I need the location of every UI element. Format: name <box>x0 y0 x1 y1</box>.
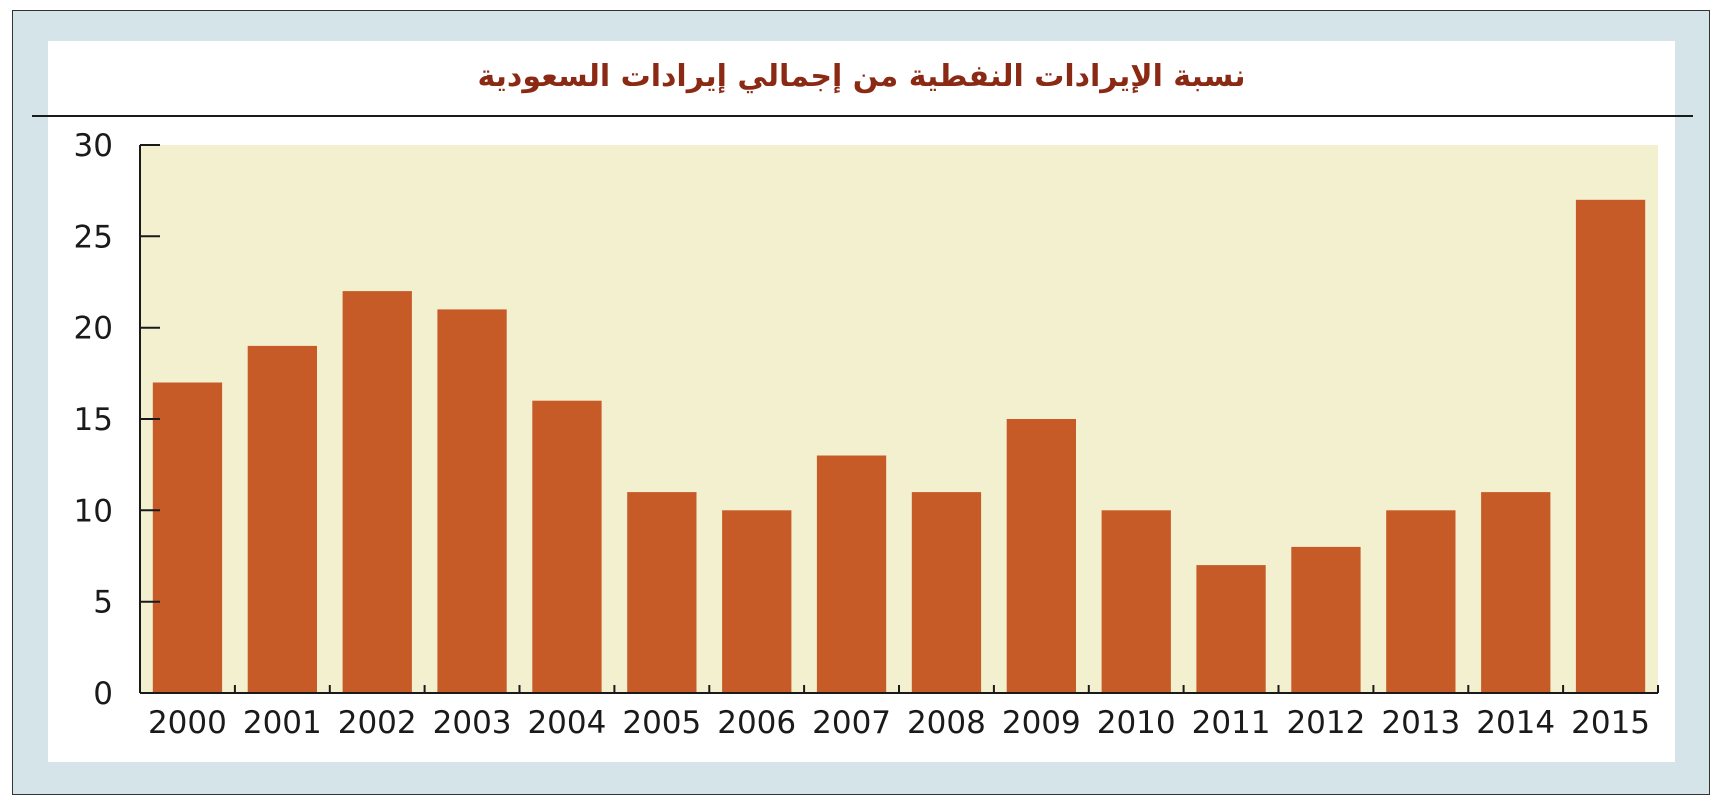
chart-title: نسبة الإيرادات النفطية من إجمالي إيرادات… <box>477 59 1246 94</box>
x-tick-label: 2003 <box>433 705 512 741</box>
bar-2011 <box>1196 565 1266 693</box>
bar-2007 <box>816 455 887 693</box>
bar-2013 <box>1386 510 1456 693</box>
bar-2006 <box>722 510 792 693</box>
x-tick-label: 2015 <box>1571 705 1650 741</box>
y-tick-label: 0 <box>93 676 113 712</box>
x-tick-label: 2004 <box>527 705 606 741</box>
bar-2004 <box>532 400 602 693</box>
y-tick-label: 5 <box>93 585 113 621</box>
x-tick-label: 2005 <box>622 705 701 741</box>
bar-2012 <box>1291 546 1361 693</box>
x-tick-label: 2000 <box>148 705 227 741</box>
bar-2008 <box>911 492 982 693</box>
x-axis: 2000 2001 2002 2003 2004 2005 2006 2007 2008 2009… <box>140 685 1659 741</box>
x-tick-label: 2002 <box>338 705 417 741</box>
bar-2000 <box>152 382 223 693</box>
y-axis: 0 5 10 15 20 25 30 <box>74 128 160 712</box>
bar-2014 <box>1481 492 1551 693</box>
title-divider <box>32 115 1693 117</box>
x-tick-label: 2008 <box>907 705 986 741</box>
y-tick-label: 25 <box>74 219 113 255</box>
bar-2005 <box>627 492 697 693</box>
x-tick-label: 2012 <box>1286 705 1365 741</box>
bar-2003 <box>437 309 507 693</box>
x-tick-label: 2011 <box>1192 705 1271 741</box>
x-tick-label: 2014 <box>1476 705 1555 741</box>
y-tick-label: 30 <box>74 128 113 164</box>
y-tick-label: 10 <box>74 493 113 529</box>
bar-2001 <box>247 345 317 693</box>
x-tick-label: 2001 <box>243 705 322 741</box>
x-tick-label: 2007 <box>812 705 891 741</box>
x-tick-label: 2013 <box>1381 705 1460 741</box>
x-tick-label: 2006 <box>717 705 796 741</box>
bar-2009 <box>1006 419 1076 693</box>
bar-2015 <box>1575 199 1646 694</box>
x-tick-label: 2010 <box>1097 705 1176 741</box>
bars-group <box>152 199 1646 694</box>
bar-2002 <box>342 291 412 693</box>
y-tick-label: 15 <box>74 402 113 438</box>
x-tick-label: 2009 <box>1002 705 1081 741</box>
y-tick-label: 20 <box>74 311 113 347</box>
bar-2010 <box>1101 510 1171 693</box>
